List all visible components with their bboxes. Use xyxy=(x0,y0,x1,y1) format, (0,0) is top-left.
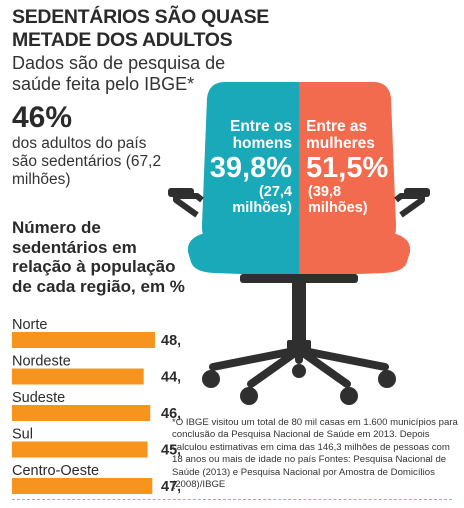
bar-value-label: 47,2 xyxy=(161,479,180,495)
summary-description: dos adultos do país são sedentários (67,… xyxy=(12,135,162,188)
men-stat: Entre os homens 39,8% (27,4 milhões) xyxy=(198,118,292,216)
bar xyxy=(12,478,153,494)
footnote: *O IBGE visitou um total de 80 mil casas… xyxy=(172,417,458,491)
bar xyxy=(12,405,151,421)
men-percentage: 39,8% xyxy=(209,152,292,184)
bar-value-label: 45,6 xyxy=(161,443,180,459)
bar-category-label: Sudeste xyxy=(12,390,65,406)
bar-category-label: Nordeste xyxy=(12,354,71,370)
chair-gas-lift xyxy=(292,283,306,353)
chair-base-legs xyxy=(209,346,389,388)
chair-armrest-right xyxy=(394,193,425,218)
chair-seat-women xyxy=(299,228,411,276)
chair-wheel xyxy=(202,370,220,388)
bar-value-label: 46,5 xyxy=(161,406,180,422)
bar-category-label: Sul xyxy=(12,427,33,443)
men-count: (27,4 milhões) xyxy=(232,184,292,216)
chair-seat-base xyxy=(240,274,358,283)
chart-title: Número de sedentários em relação à popul… xyxy=(12,218,185,296)
bar xyxy=(12,441,148,458)
women-label: Entre as mulheres xyxy=(306,118,375,152)
bottom-divider xyxy=(12,499,452,501)
chair-wheel xyxy=(340,387,358,405)
men-label: Entre os homens xyxy=(229,118,292,152)
bar-value-label: 48,1 xyxy=(161,333,180,349)
chair-wheel xyxy=(292,364,306,378)
chair-seat-men xyxy=(187,228,299,276)
bar xyxy=(12,368,144,385)
chair-back-men xyxy=(201,82,299,244)
chair-wheel xyxy=(240,387,258,405)
page-subtitle: Dados são de pesquisa de saúde feita pel… xyxy=(12,53,226,94)
chair-back-women xyxy=(299,82,397,244)
region-bar-chart: Norte 48,1 Nordeste 44,3 Sudeste 46,5 Sul 45,6 C… xyxy=(12,317,180,495)
chair-armrest-pad-right xyxy=(404,188,430,197)
page-title: SEDENTÁRIOS SÃO QUASE METADE DOS ADULTOS xyxy=(12,6,269,51)
bar-category-label: Norte xyxy=(12,317,47,333)
bar xyxy=(12,332,155,348)
summary-percentage: 46% xyxy=(12,101,73,134)
women-percentage: 51,5% xyxy=(306,152,389,184)
chair-wheel xyxy=(378,370,396,388)
bar-category-label: Centro-Oeste xyxy=(12,463,99,479)
chair-armrest-pad-left xyxy=(168,188,194,197)
bar-value-label: 44,3 xyxy=(161,370,180,386)
women-count: (39,8 milhões) xyxy=(308,184,368,216)
women-stat: Entre as mulheres 51,5% (39,8 milhões) xyxy=(306,118,388,216)
